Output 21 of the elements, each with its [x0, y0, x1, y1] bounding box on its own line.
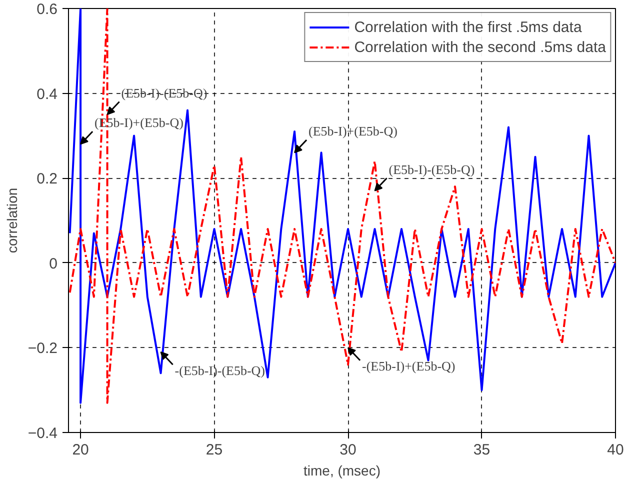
y-tick-label: −0.4 [28, 425, 58, 442]
annotation: -(E5b-I)-(E5b-Q) [174, 362, 266, 378]
x-tick-label: 35 [473, 442, 490, 458]
x-tick-label: 30 [340, 442, 356, 458]
y-tick-label: 0.6 [36, 1, 58, 18]
annotation: (E5b-I)+(E5b-Q) [308, 124, 398, 139]
annotation: (E5b-I)-(E5b-Q) [388, 162, 475, 177]
x-axis-title: time, (msec) [304, 462, 380, 478]
x-tick-label: 40 [607, 442, 624, 458]
annotation: (E5b-I)-(E5b-Q) [121, 86, 208, 100]
x-tick-label: 25 [206, 442, 223, 458]
legend-label: Correlation with the second .5ms data [354, 38, 606, 56]
y-tick-label: 0.2 [36, 170, 58, 188]
line-series [68, 8, 616, 404]
legend-label: Correlation with the first .5ms data [354, 18, 582, 36]
y-axis-title: correlation [4, 188, 20, 254]
y-tick-label: 0.4 [36, 86, 58, 103]
y-tick-label: 0 [49, 255, 58, 272]
y-tick-label: −0.2 [28, 340, 58, 358]
annotation: -(E5b-I)+(E5b-Q) [362, 358, 456, 374]
x-tick-label: 20 [72, 442, 89, 458]
